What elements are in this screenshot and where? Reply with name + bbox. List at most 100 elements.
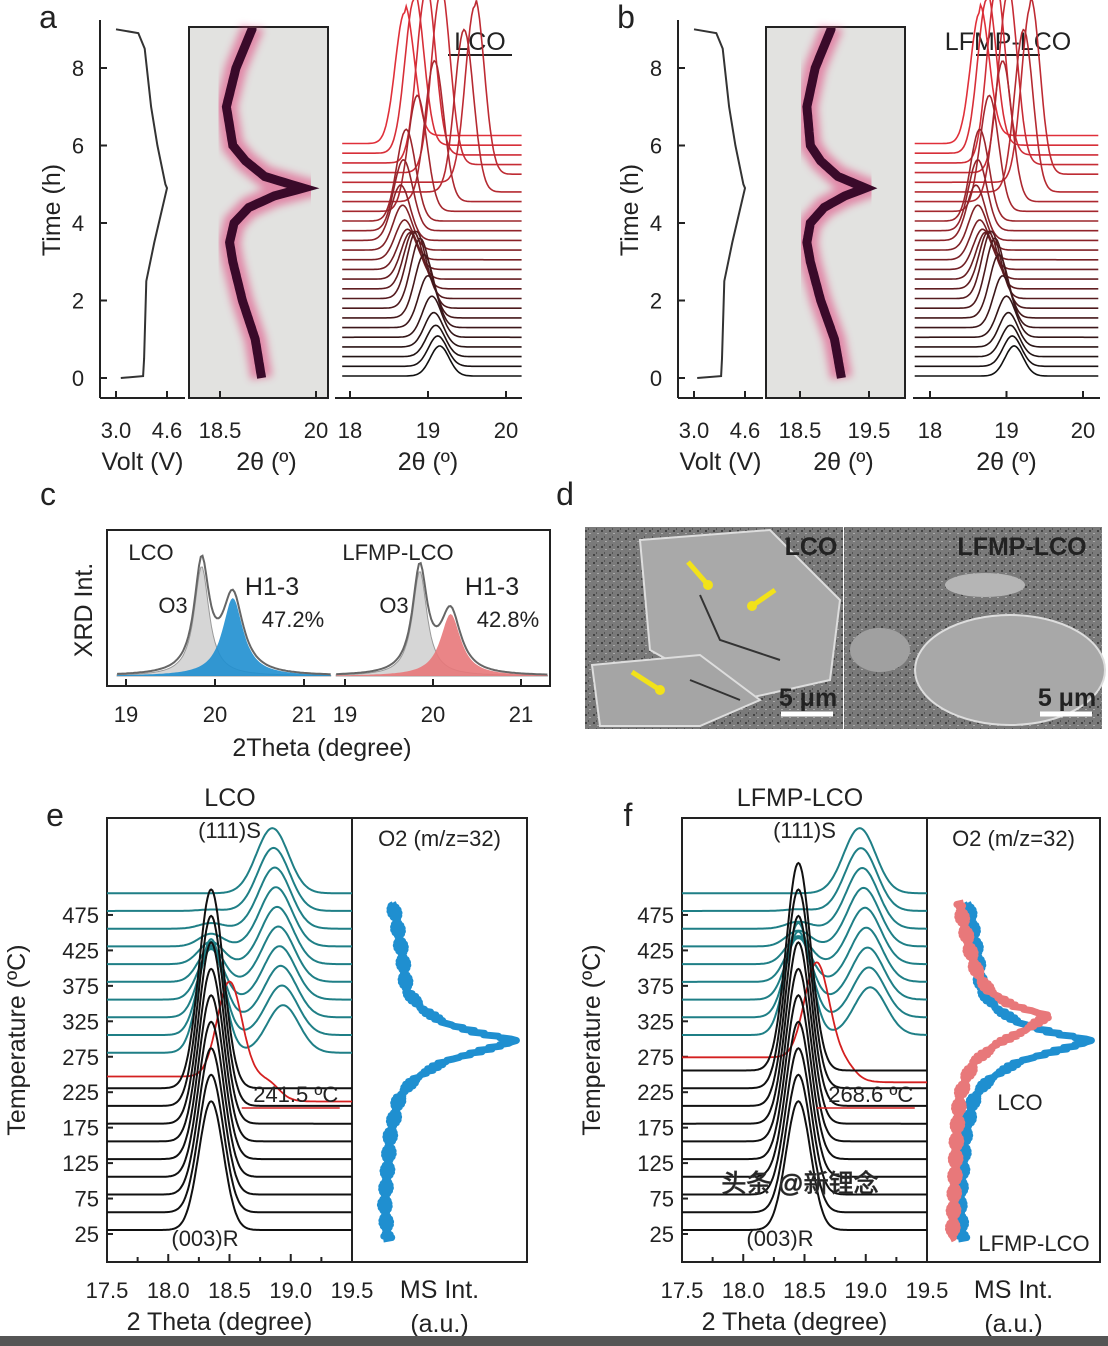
x-tick-label: 18.5 [779, 418, 822, 443]
waterfall-pattern-curve [342, 345, 522, 377]
y-tick-label: 4 [650, 211, 662, 236]
ms-x-axis-unit: (a.u.) [984, 1310, 1042, 1336]
scale-bar-label: 5 μm [779, 684, 837, 712]
peak-111-label: (111)S [773, 818, 836, 843]
layered-curve [682, 994, 927, 1161]
x-tick-label: 18.5 [199, 418, 242, 443]
waterfall-pattern-curve [914, 60, 1099, 203]
time-axis-label: Time (h) [616, 164, 644, 256]
peak-003-label: (003)R [171, 1226, 238, 1251]
particle [850, 628, 910, 672]
waterfall-pattern-curve [342, 324, 522, 358]
x-tick-label: 19.5 [906, 1278, 949, 1303]
y-tick-label: 275 [62, 1045, 99, 1070]
ms-legend-label: LFMP-LCO [978, 1231, 1089, 1256]
waterfall-pattern-curve [914, 219, 1099, 261]
voltage-axis-label: Volt (V) [680, 448, 762, 476]
x-tick-label: 18.0 [147, 1278, 190, 1303]
panel-label-b: b [617, 0, 635, 35]
particle [914, 614, 1106, 726]
voltage-profile-line [693, 28, 747, 379]
layered-curve [107, 914, 352, 1107]
layered-curve [682, 1073, 927, 1214]
spinel-curve [682, 866, 927, 930]
arrow-head [747, 601, 757, 611]
spinel-curve [107, 905, 352, 966]
panel-title: LCO [204, 784, 255, 812]
waterfall-pattern-curve [342, 253, 522, 319]
waterfall-pattern-curve [914, 128, 1099, 222]
heatmap-x-axis-label: 2θ (º) [236, 448, 297, 476]
layered-curve [107, 1047, 352, 1196]
spinel-curve [107, 827, 352, 895]
fitted-total-curve [336, 561, 548, 676]
panel-label-e: e [46, 797, 64, 833]
spinel-curve [107, 886, 352, 948]
y-tick-label: 425 [637, 938, 674, 963]
y-tick-label: 225 [62, 1080, 99, 1105]
x-tick-label: 18.5 [783, 1278, 826, 1303]
y-tick-label: 0 [650, 366, 662, 391]
panel-label-c: c [40, 476, 56, 512]
waterfall-pattern-curve [914, 0, 1099, 174]
y-tick-label: 375 [62, 974, 99, 999]
waterfall-pattern-curve [342, 0, 522, 164]
x-tick-label: 4.6 [152, 418, 183, 443]
layered-curve [107, 1100, 352, 1231]
panel-label-a: a [39, 0, 57, 35]
layered-curve [107, 967, 352, 1143]
waterfall-pattern-curve [342, 0, 522, 174]
y-tick-label: 4 [72, 211, 84, 236]
waterfall-pattern-curve [342, 28, 522, 193]
waterfall-pattern-curve [342, 204, 522, 251]
waterfall-pattern-curve [342, 274, 522, 329]
panel-title: LFMP-LCO [945, 28, 1071, 56]
sem-image-label: LCO [785, 533, 838, 561]
y-axis-label: Temperature (ºC) [578, 944, 606, 1135]
waterfall-pattern-curve [914, 0, 1099, 184]
transition-temp-label: 241.5 ºC [253, 1082, 338, 1107]
heatmap-peak-trace [802, 27, 878, 379]
peak-111-label: (111)S [198, 818, 261, 843]
waterfall-pattern-curve [914, 0, 1099, 154]
y-tick-label: 125 [637, 1151, 674, 1176]
layered-curve [682, 888, 927, 1090]
panel-label-f: f [624, 797, 633, 833]
waterfall-pattern-curve [342, 94, 522, 213]
y-tick-label: 325 [637, 1009, 674, 1034]
h13-fraction-label: 42.8% [477, 607, 539, 632]
y-tick-label: 475 [637, 903, 674, 928]
waterfall-pattern-curve [342, 219, 522, 261]
arrow-head [703, 580, 713, 590]
y-tick-label: 75 [75, 1187, 99, 1212]
layered-curve [682, 914, 927, 1107]
time-axis-label: Time (h) [38, 164, 66, 256]
ms-legend-label: LCO [997, 1090, 1042, 1115]
waterfall-pattern-curve [914, 324, 1099, 358]
watermark-text: 头条 @新锂念 [721, 1170, 878, 1198]
x-tick-label: 19 [333, 702, 357, 727]
ms-o2-curve-lfmp-lco [945, 899, 1052, 1243]
x-tick-label: 19.0 [269, 1278, 312, 1303]
waterfall-pattern-curve [914, 184, 1099, 242]
y-tick-label: 2 [72, 289, 84, 314]
fitted-total-curve [117, 554, 331, 676]
panel-c-frame [106, 529, 551, 687]
transition-temp-label: 268.6 ºC [828, 1082, 913, 1107]
layered-curve [107, 994, 352, 1161]
x-axis-label: 2Theta (degree) [232, 734, 411, 762]
x-tick-label: 20 [494, 418, 518, 443]
layered-curve [107, 941, 352, 1125]
spinel-curve [682, 847, 927, 912]
x-tick-label: 18 [918, 418, 942, 443]
y-tick-label: 75 [650, 1187, 674, 1212]
waterfall-pattern-curve [914, 311, 1099, 348]
y-axis-label: Temperature (ºC) [3, 944, 31, 1135]
x-tick-label: 19.5 [848, 418, 891, 443]
waterfall-pattern-curve [342, 0, 522, 154]
transition-curve [682, 961, 927, 1084]
waterfall-pattern-curve [914, 253, 1099, 319]
y-tick-label: 275 [637, 1045, 674, 1070]
spinel-curve [107, 947, 352, 1019]
